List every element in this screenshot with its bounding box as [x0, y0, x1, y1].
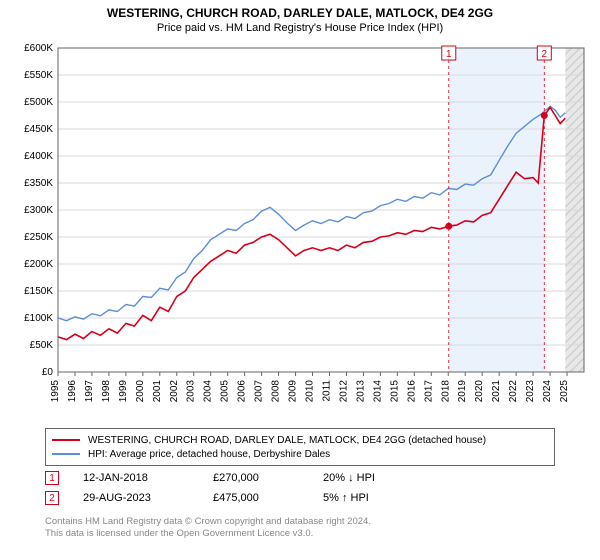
- svg-text:2001: 2001: [152, 380, 163, 403]
- svg-text:2007: 2007: [254, 380, 265, 403]
- fact-date-1: 12-JAN-2018: [83, 472, 213, 484]
- svg-text:2018: 2018: [440, 380, 451, 403]
- subtitle: Price paid vs. HM Land Registry's House …: [0, 22, 600, 34]
- svg-text:2012: 2012: [338, 380, 349, 403]
- svg-text:2021: 2021: [491, 380, 502, 403]
- fact-pct-2: 5% ↑ HPI: [323, 492, 453, 504]
- svg-text:1997: 1997: [84, 380, 95, 403]
- fact-row-1: 1 12-JAN-2018 £270,000 20% ↓ HPI: [45, 468, 555, 488]
- svg-text:2004: 2004: [203, 380, 214, 403]
- svg-text:2023: 2023: [525, 380, 536, 403]
- svg-text:2011: 2011: [321, 380, 332, 402]
- legend-label-hpi: HPI: Average price, detached house, Derb…: [88, 449, 330, 460]
- fact-badge-2: 2: [45, 491, 59, 505]
- svg-text:2002: 2002: [169, 380, 180, 403]
- legend-label-property: WESTERING, CHURCH ROAD, DARLEY DALE, MAT…: [88, 435, 486, 446]
- svg-text:2017: 2017: [423, 380, 434, 403]
- svg-text:1999: 1999: [118, 380, 129, 403]
- fact-price-1: £270,000: [213, 472, 323, 484]
- svg-text:1995: 1995: [50, 380, 61, 403]
- svg-text:£300K: £300K: [24, 205, 53, 216]
- svg-text:2008: 2008: [271, 380, 282, 403]
- sale-facts: 1 12-JAN-2018 £270,000 20% ↓ HPI 2 29-AU…: [45, 468, 555, 508]
- svg-text:2010: 2010: [305, 380, 316, 403]
- fact-badge-1-num: 1: [49, 473, 55, 484]
- legend-box: WESTERING, CHURCH ROAD, DARLEY DALE, MAT…: [45, 428, 555, 466]
- svg-text:2013: 2013: [355, 380, 366, 403]
- svg-text:2003: 2003: [186, 380, 197, 403]
- svg-text:£200K: £200K: [24, 259, 53, 270]
- svg-text:£400K: £400K: [24, 151, 53, 162]
- svg-text:2022: 2022: [508, 380, 519, 403]
- svg-text:1998: 1998: [101, 380, 112, 403]
- svg-text:2: 2: [542, 49, 548, 60]
- svg-text:£450K: £450K: [24, 124, 53, 135]
- fact-badge-2-num: 2: [49, 493, 55, 504]
- svg-text:1: 1: [446, 49, 452, 60]
- svg-text:1996: 1996: [67, 380, 78, 403]
- svg-text:2000: 2000: [135, 380, 146, 403]
- svg-text:2020: 2020: [474, 380, 485, 403]
- footer-attribution: Contains HM Land Registry data © Crown c…: [45, 516, 565, 541]
- fact-price-2: £475,000: [213, 492, 323, 504]
- svg-text:£500K: £500K: [24, 97, 53, 108]
- titles: WESTERING, CHURCH ROAD, DARLEY DALE, MAT…: [0, 0, 600, 34]
- fact-pct-1: 20% ↓ HPI: [323, 472, 453, 484]
- svg-text:£150K: £150K: [24, 286, 53, 297]
- svg-text:2006: 2006: [237, 380, 248, 403]
- svg-text:£600K: £600K: [24, 43, 53, 54]
- fact-row-2: 2 29-AUG-2023 £475,000 5% ↑ HPI: [45, 488, 555, 508]
- svg-text:2016: 2016: [406, 380, 417, 403]
- fact-date-2: 29-AUG-2023: [83, 492, 213, 504]
- legend-item-property: WESTERING, CHURCH ROAD, DARLEY DALE, MAT…: [52, 433, 548, 447]
- svg-text:£0: £0: [42, 367, 54, 378]
- footer-line-2: This data is licensed under the Open Gov…: [45, 528, 565, 540]
- svg-text:2024: 2024: [542, 380, 553, 403]
- svg-text:£100K: £100K: [24, 313, 53, 324]
- line-chart-svg: £0 £50K £100K £150K £200K £250K £300K £350K £400…: [8, 42, 592, 420]
- svg-text:2009: 2009: [288, 380, 299, 403]
- svg-text:2025: 2025: [559, 380, 570, 403]
- address-title: WESTERING, CHURCH ROAD, DARLEY DALE, MAT…: [0, 6, 600, 20]
- chart-area: £0 £50K £100K £150K £200K £250K £300K £350K £400…: [8, 42, 592, 420]
- legend-swatch-property: [52, 439, 80, 441]
- legend-item-hpi: HPI: Average price, detached house, Derb…: [52, 447, 548, 461]
- svg-text:2014: 2014: [372, 380, 383, 403]
- svg-text:£550K: £550K: [24, 70, 53, 81]
- fact-badge-1: 1: [45, 471, 59, 485]
- svg-text:2019: 2019: [457, 380, 468, 403]
- svg-text:£350K: £350K: [24, 178, 53, 189]
- svg-text:£250K: £250K: [24, 232, 53, 243]
- svg-text:2005: 2005: [220, 380, 231, 403]
- legend-swatch-hpi: [52, 453, 80, 455]
- svg-text:2015: 2015: [389, 380, 400, 403]
- svg-text:£50K: £50K: [30, 340, 54, 351]
- footer-line-1: Contains HM Land Registry data © Crown c…: [45, 516, 565, 528]
- chart-container: WESTERING, CHURCH ROAD, DARLEY DALE, MAT…: [0, 0, 600, 560]
